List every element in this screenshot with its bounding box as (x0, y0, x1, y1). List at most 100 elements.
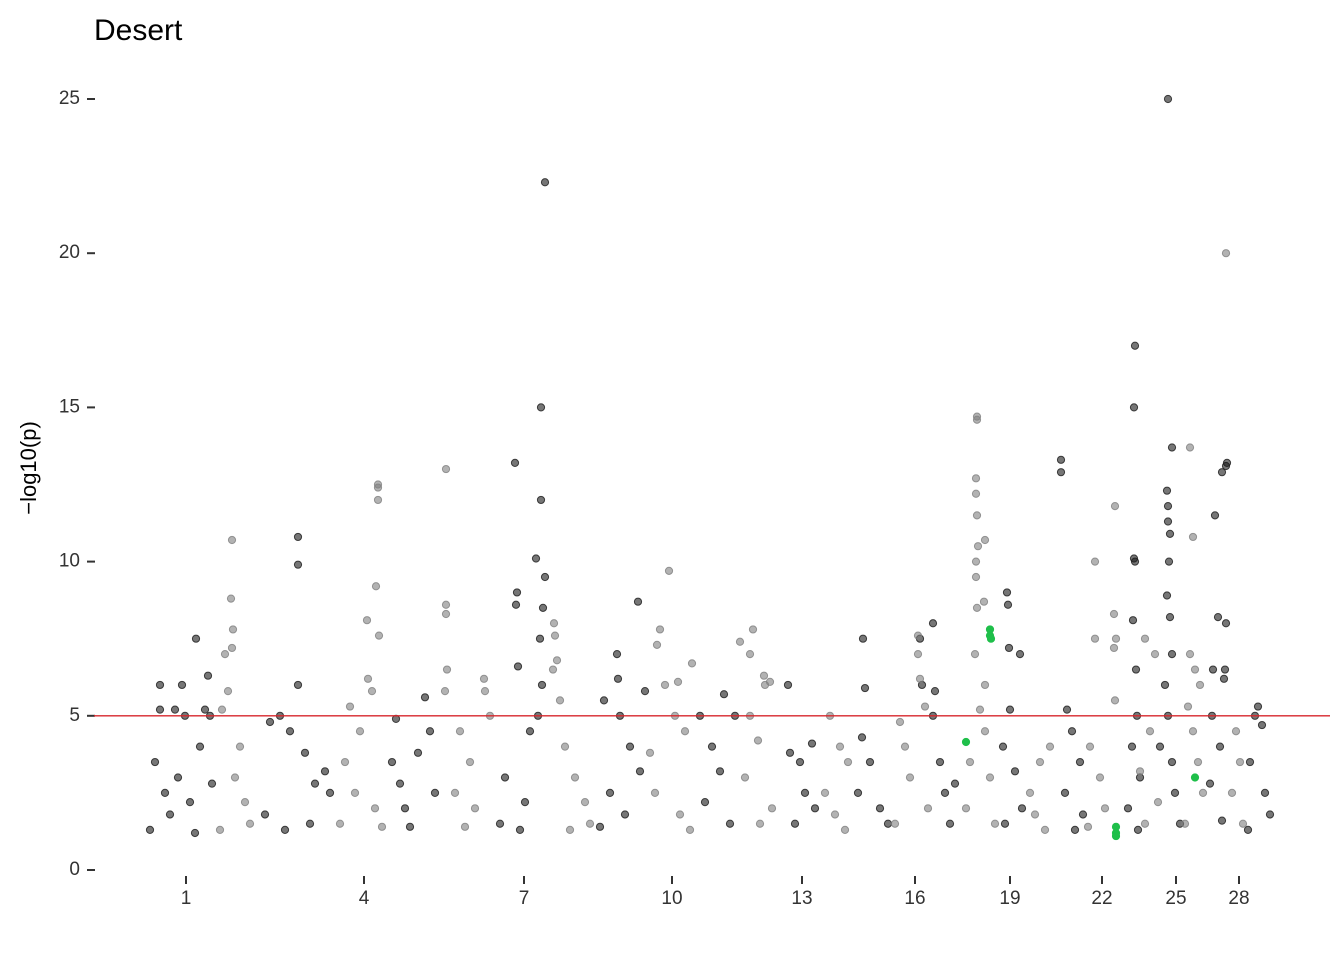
point (970, 650, 980, 659)
point (650, 788, 660, 798)
point (783, 680, 793, 690)
point (1030, 810, 1040, 819)
point (1215, 742, 1225, 751)
point (217, 705, 227, 714)
point (1123, 804, 1133, 813)
point (325, 788, 335, 798)
point (1017, 804, 1027, 813)
point (755, 819, 765, 828)
point (972, 603, 982, 612)
point (430, 788, 440, 798)
point (260, 810, 270, 819)
point (785, 748, 795, 757)
point (585, 819, 595, 828)
point (930, 687, 940, 696)
point (767, 804, 777, 813)
point (155, 705, 165, 714)
point (580, 798, 590, 807)
x-tick-label: 16 (904, 888, 925, 909)
point (1005, 705, 1015, 714)
point (1153, 798, 1163, 807)
point (1040, 825, 1050, 835)
axes: 0 5 10 15 20 25 1 4 7 10 13 16 19 22 25 28 (59, 88, 1250, 909)
point (655, 625, 665, 634)
point (1145, 727, 1155, 736)
point (191, 634, 201, 643)
point (900, 742, 910, 751)
point (1035, 757, 1045, 767)
point (660, 680, 670, 690)
point (285, 727, 295, 736)
plot-area (94, 94, 1330, 841)
point (512, 588, 522, 597)
point (293, 532, 303, 542)
x-tick-label: 1 (181, 888, 192, 909)
point (1078, 810, 1088, 819)
point (820, 788, 830, 798)
point (1163, 517, 1173, 526)
point (975, 705, 985, 714)
point (570, 773, 580, 782)
point (280, 825, 290, 835)
point (440, 687, 450, 696)
point (400, 804, 410, 813)
point (1227, 788, 1237, 798)
point (613, 674, 623, 683)
point (350, 788, 360, 798)
point (560, 742, 570, 751)
point (1109, 643, 1119, 653)
point (335, 819, 345, 828)
point (374, 631, 384, 640)
point (945, 819, 955, 828)
point (525, 727, 535, 736)
point (405, 822, 415, 831)
point (373, 483, 383, 492)
point (387, 757, 397, 767)
point (215, 825, 225, 835)
point (203, 671, 213, 680)
point (1221, 619, 1231, 628)
point (633, 597, 643, 606)
point (1127, 742, 1137, 751)
point (895, 717, 905, 727)
point (425, 727, 435, 736)
point (1188, 532, 1198, 542)
point (310, 779, 320, 788)
point (520, 798, 530, 807)
point (986, 634, 996, 643)
point (170, 705, 180, 714)
point (395, 779, 405, 788)
point (1056, 455, 1066, 464)
point (961, 737, 971, 747)
point (1162, 486, 1172, 495)
point (971, 572, 981, 582)
point (1243, 825, 1253, 835)
point (1155, 742, 1165, 751)
point (673, 677, 683, 686)
point (1164, 557, 1174, 566)
point (305, 819, 315, 828)
point (150, 757, 160, 767)
point (860, 683, 870, 693)
point (549, 619, 559, 628)
point (1217, 468, 1227, 477)
point (1220, 665, 1230, 674)
point (538, 603, 548, 612)
point (961, 804, 971, 813)
point (725, 819, 735, 828)
point (500, 773, 510, 782)
point (640, 687, 650, 696)
point (230, 773, 240, 782)
point (1110, 696, 1120, 705)
point (185, 798, 195, 807)
point (1160, 680, 1170, 690)
point (620, 810, 630, 819)
point (371, 582, 381, 591)
point (145, 825, 155, 835)
point (680, 727, 690, 736)
point (675, 810, 685, 819)
point (1193, 757, 1203, 767)
point (1000, 819, 1010, 828)
point (460, 822, 470, 831)
